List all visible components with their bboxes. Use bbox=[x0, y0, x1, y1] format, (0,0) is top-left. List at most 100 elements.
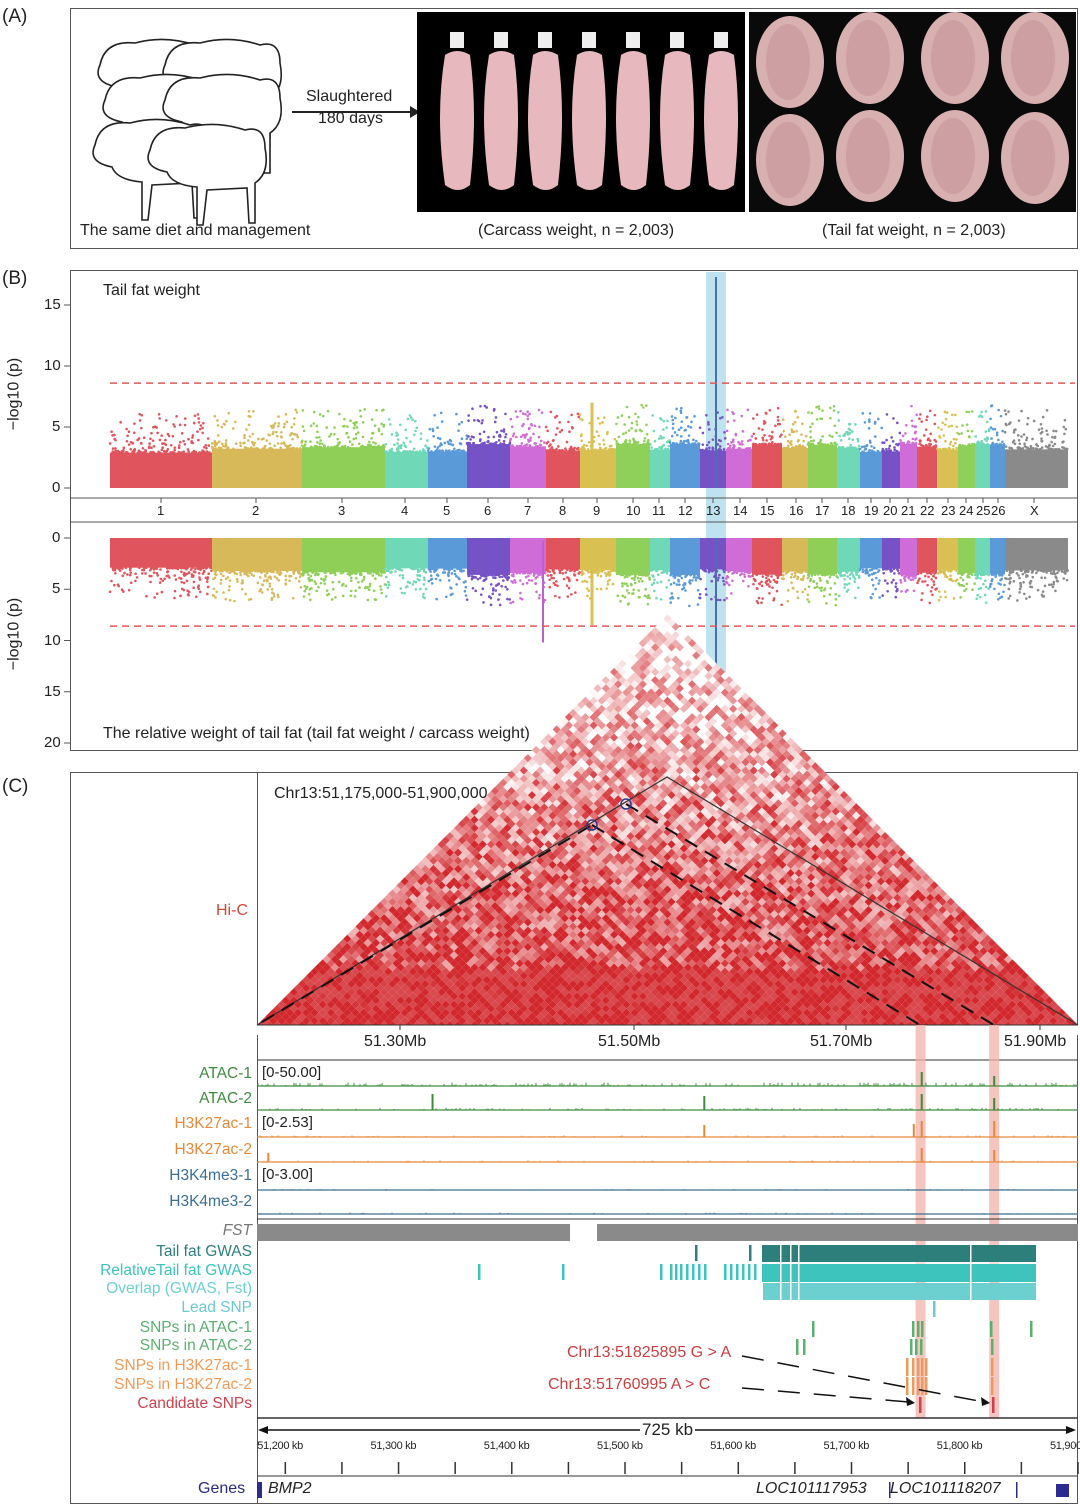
manhattan-point-top bbox=[161, 442, 164, 445]
manhattan-point-bottom bbox=[117, 584, 120, 588]
manhattan-point-bottom bbox=[167, 566, 171, 570]
manhattan-point-bottom bbox=[240, 587, 244, 591]
manhattan-point-bottom bbox=[121, 574, 125, 578]
manhattan-point-bottom bbox=[235, 577, 239, 581]
manhattan-point-top bbox=[214, 447, 218, 450]
manhattan-point-bottom bbox=[194, 595, 198, 599]
manhattan-point-top bbox=[160, 448, 164, 451]
manhattan-point-top bbox=[247, 439, 250, 442]
manhattan-point-bottom bbox=[159, 577, 163, 581]
manhattan-point-bottom bbox=[265, 571, 269, 575]
manhattan-point-bottom bbox=[128, 567, 132, 570]
manhattan-point-bottom bbox=[160, 590, 164, 594]
manhattan-point-top bbox=[183, 417, 187, 420]
manhattan-point-top bbox=[196, 413, 200, 416]
manhattan-point-bottom bbox=[149, 574, 153, 578]
manhattan-point-bottom bbox=[194, 567, 197, 571]
manhattan-point-top bbox=[166, 432, 170, 436]
manhattan-point-top bbox=[164, 450, 168, 454]
manhattan-point-bottom bbox=[208, 566, 212, 570]
manhattan-point-top bbox=[293, 417, 296, 420]
manhattan-point-top bbox=[156, 431, 159, 435]
manhattan-point-top bbox=[131, 450, 134, 454]
manhattan-point-bottom bbox=[239, 571, 242, 574]
manhattan-point-bottom bbox=[206, 592, 209, 596]
manhattan-point-bottom bbox=[186, 566, 189, 570]
manhattan-point-top bbox=[191, 434, 195, 437]
manhattan-point-bottom bbox=[309, 598, 312, 602]
manhattan-point-top bbox=[157, 412, 161, 416]
manhattan-point-top bbox=[280, 431, 283, 434]
arrow-text-1: Slaughtered bbox=[306, 88, 393, 105]
manhattan-point-top bbox=[270, 447, 274, 450]
manhattan-point-bottom bbox=[379, 588, 383, 591]
manhattan-point-bottom bbox=[270, 588, 274, 591]
manhattan-point-bottom bbox=[262, 579, 266, 583]
manhattan-point-top bbox=[157, 450, 160, 454]
manhattan-point-top bbox=[277, 415, 280, 418]
manhattan-point-bottom bbox=[118, 569, 122, 572]
manhattan-point-bottom bbox=[226, 576, 230, 579]
manhattan-point-top bbox=[138, 451, 141, 454]
manhattan-point-top bbox=[220, 442, 224, 446]
caption-tail-fat: (Tail fat weight, n = 2,003) bbox=[822, 222, 1006, 239]
manhattan-point-top bbox=[272, 425, 275, 428]
panel-a-graphics bbox=[92, 12, 1076, 226]
manhattan-point-bottom bbox=[110, 579, 113, 583]
manhattan-point-bottom bbox=[264, 575, 267, 578]
manhattan-point-bottom bbox=[113, 568, 117, 572]
manhattan-point-top bbox=[282, 441, 286, 444]
manhattan-point-bottom bbox=[120, 588, 124, 592]
manhattan-point-top bbox=[200, 451, 203, 454]
manhattan-point-bottom bbox=[292, 569, 295, 573]
manhattan-point-top bbox=[110, 430, 113, 434]
manhattan-point-top bbox=[119, 420, 122, 424]
manhattan-point-top bbox=[140, 426, 143, 430]
manhattan-point-top bbox=[295, 411, 299, 414]
carcass-icon bbox=[440, 32, 474, 190]
manhattan-point-bottom bbox=[231, 569, 234, 573]
manhattan-point-bottom bbox=[161, 579, 165, 583]
manhattan-point-top bbox=[224, 439, 228, 442]
manhattan-point-bottom bbox=[168, 576, 171, 579]
manhattan-point-top bbox=[197, 438, 200, 442]
manhattan-point-top bbox=[273, 422, 277, 425]
manhattan-point-bottom bbox=[191, 566, 194, 570]
manhattan-point-bottom bbox=[298, 575, 302, 579]
manhattan-point-top bbox=[261, 447, 265, 450]
manhattan-point-top bbox=[223, 423, 226, 426]
manhattan-point-top bbox=[161, 446, 164, 449]
manhattan-point-top bbox=[224, 444, 227, 448]
manhattan-point-top bbox=[199, 424, 203, 427]
manhattan-point-top bbox=[207, 444, 211, 447]
manhattan-point-bottom bbox=[272, 570, 275, 574]
manhattan-point-top bbox=[187, 450, 191, 453]
manhattan-point-top bbox=[113, 433, 116, 437]
sheep-icon bbox=[147, 123, 268, 226]
manhattan-point-top bbox=[173, 446, 177, 449]
manhattan-point-top bbox=[180, 432, 184, 435]
manhattan-point-bottom bbox=[178, 576, 181, 580]
manhattan-point-bottom bbox=[197, 571, 201, 575]
manhattan-point-bottom bbox=[358, 586, 361, 589]
manhattan-point-top bbox=[173, 425, 176, 428]
manhattan-point-top bbox=[144, 448, 147, 452]
manhattan-point-top bbox=[329, 432, 333, 436]
manhattan-point-top bbox=[183, 442, 187, 446]
manhattan-plots bbox=[64, 272, 1078, 749]
manhattan-point-bottom bbox=[265, 578, 269, 582]
manhattan-point-top bbox=[252, 447, 256, 450]
manhattan-point-bottom bbox=[250, 573, 254, 576]
manhattan-point-bottom bbox=[192, 580, 196, 584]
manhattan-point-top bbox=[217, 440, 221, 443]
carcass-icon bbox=[572, 32, 606, 190]
manhattan-point-bottom bbox=[299, 585, 303, 589]
manhattan-point-top bbox=[252, 443, 256, 447]
manhattan-point-top bbox=[276, 442, 280, 445]
manhattan-point-top bbox=[177, 450, 181, 454]
manhattan-point-top bbox=[265, 439, 269, 442]
manhattan-point-top bbox=[143, 451, 147, 454]
carcass-icon bbox=[528, 32, 562, 190]
manhattan-point-bottom bbox=[219, 572, 223, 576]
panel-a bbox=[70, 8, 1078, 249]
